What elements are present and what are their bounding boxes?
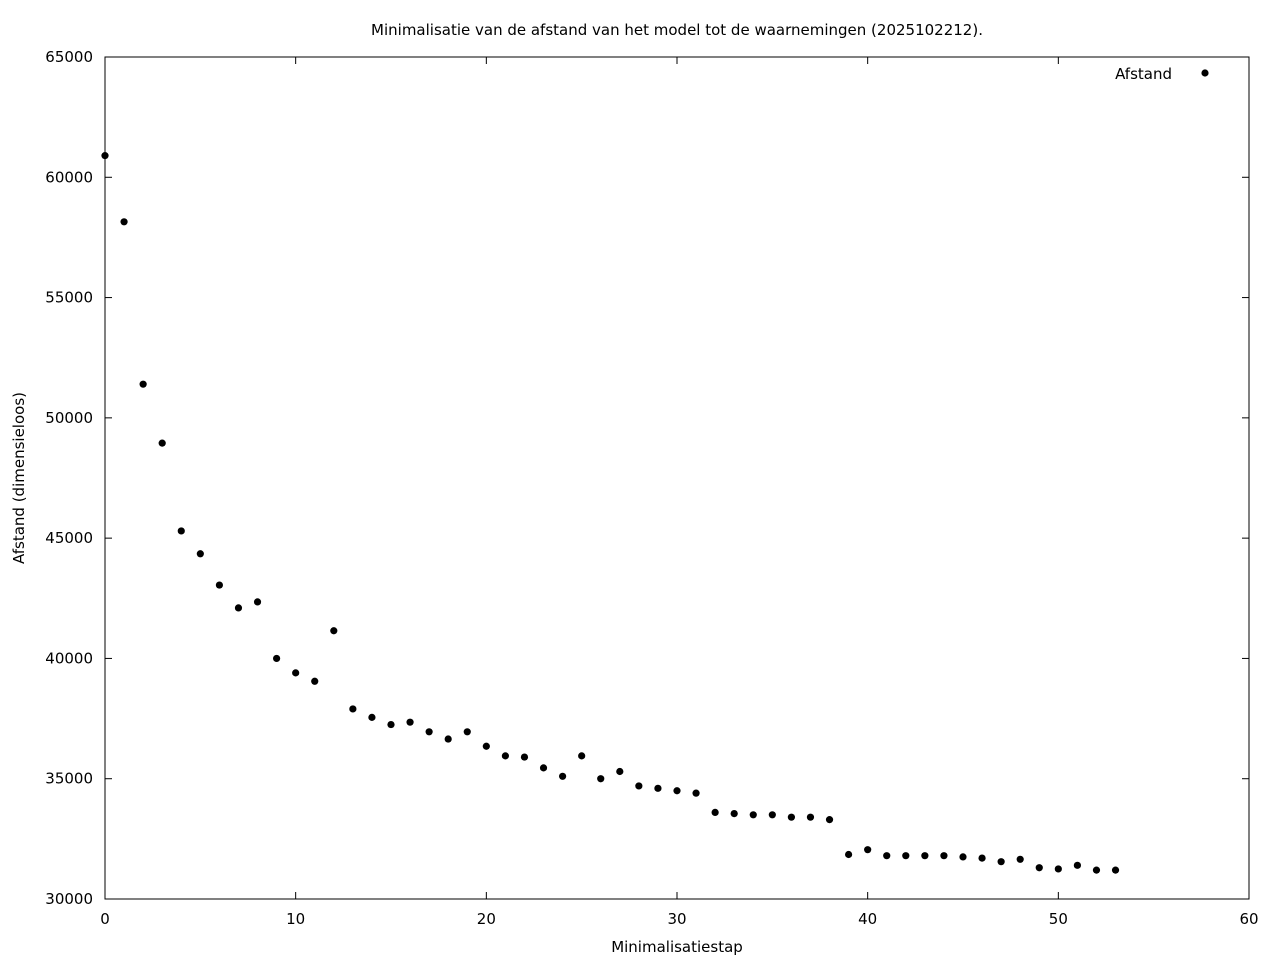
x-tick-label: 20	[477, 910, 496, 928]
data-point	[559, 772, 567, 780]
axis-ticks: 0 10 20 30 40 50 60 30000 35000 40000 45000 50000 55…	[45, 48, 1258, 928]
data-point	[158, 439, 166, 447]
legend-label: Afstand	[1115, 65, 1172, 83]
data-point	[1092, 866, 1101, 874]
data-point	[578, 752, 586, 760]
x-tick-label: 0	[100, 910, 110, 928]
data-points	[101, 152, 1120, 874]
x-tick-label: 40	[858, 910, 877, 928]
y-tick-label: 35000	[45, 770, 93, 788]
y-tick-label: 50000	[45, 409, 93, 427]
y-tick-label: 60000	[45, 168, 93, 186]
data-point	[883, 852, 891, 860]
data-point	[349, 705, 357, 713]
data-point	[406, 718, 414, 726]
data-point	[749, 811, 757, 819]
legend-marker	[1201, 69, 1209, 77]
x-tick-label: 50	[1049, 910, 1068, 928]
data-point	[273, 654, 281, 663]
data-point	[997, 858, 1005, 866]
data-point	[520, 753, 529, 761]
data-point	[845, 850, 853, 859]
data-point	[101, 152, 109, 160]
data-point	[692, 789, 700, 797]
data-point	[616, 767, 624, 776]
y-axis-label: Afstand (dimensieloos)	[10, 392, 28, 564]
data-point	[921, 852, 929, 860]
data-point	[730, 809, 738, 818]
x-axis-label: Minimalisatiestap	[611, 938, 743, 956]
data-point	[597, 775, 605, 783]
data-point	[1073, 861, 1081, 869]
data-point	[463, 728, 471, 736]
data-point	[330, 627, 338, 635]
data-point	[1054, 865, 1062, 873]
data-point	[253, 598, 262, 606]
data-point	[654, 784, 662, 792]
data-point	[234, 604, 243, 612]
data-point	[444, 735, 452, 743]
data-point	[1035, 864, 1043, 872]
data-point	[959, 853, 967, 861]
data-point	[387, 720, 395, 729]
plot-frame	[104, 56, 1250, 900]
y-tick-label: 65000	[45, 48, 93, 66]
data-point	[1111, 866, 1120, 874]
data-point	[1016, 855, 1024, 863]
data-point	[501, 752, 509, 760]
data-point	[482, 742, 490, 750]
data-point	[177, 527, 185, 535]
data-point	[196, 550, 204, 558]
data-point	[311, 677, 319, 685]
data-point	[120, 218, 128, 226]
data-point	[806, 813, 815, 821]
chart-title: Minimalisatie van de afstand van het mod…	[371, 21, 983, 39]
x-tick-label: 10	[286, 910, 305, 928]
data-point	[368, 713, 376, 721]
data-point	[215, 581, 223, 589]
data-point	[864, 846, 872, 854]
data-point	[711, 808, 719, 816]
data-point	[139, 380, 147, 388]
data-point	[768, 811, 776, 819]
y-tick-label: 45000	[45, 529, 93, 547]
data-point	[902, 852, 910, 860]
data-point	[539, 764, 548, 772]
data-point	[425, 728, 433, 736]
data-point	[673, 787, 681, 795]
y-tick-label: 30000	[45, 890, 93, 908]
data-point	[292, 669, 300, 677]
y-tick-label: 55000	[45, 289, 93, 307]
data-point	[978, 854, 986, 862]
data-point	[825, 816, 834, 824]
x-tick-label: 60	[1239, 910, 1258, 928]
legend: Afstand	[1115, 65, 1209, 83]
data-point	[635, 782, 643, 790]
data-point	[940, 852, 948, 860]
x-tick-label: 30	[667, 910, 686, 928]
y-tick-label: 40000	[45, 649, 93, 667]
data-point	[787, 813, 796, 821]
